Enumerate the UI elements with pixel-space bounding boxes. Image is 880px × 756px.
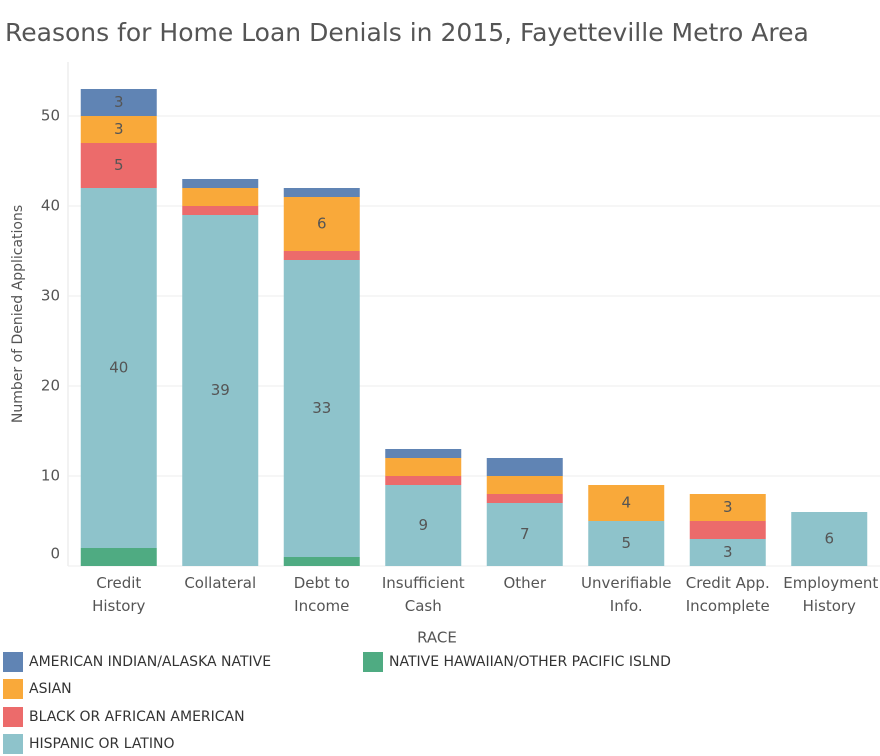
legend-swatch xyxy=(3,707,23,727)
bar-segment xyxy=(283,260,360,557)
data-label: 5 xyxy=(114,156,124,174)
bar-segment xyxy=(385,449,462,458)
data-label: 3 xyxy=(114,120,124,138)
bar-segment xyxy=(80,116,157,143)
legend-label: HISPANIC OR LATINO xyxy=(29,736,175,752)
bar-segment xyxy=(283,557,360,566)
y-tick-label: 0 xyxy=(50,545,60,563)
bar-segment xyxy=(80,143,157,188)
x-tick-label: Credit History xyxy=(92,574,146,615)
data-label: 40 xyxy=(109,359,128,377)
bar-segment xyxy=(689,494,766,521)
bar-segment xyxy=(689,539,766,566)
legend-title: RACE xyxy=(417,629,457,647)
data-label: 4 xyxy=(621,494,631,512)
x-tick-label: Employment History xyxy=(783,574,879,615)
bar-segment xyxy=(182,179,259,188)
bar-segment xyxy=(283,251,360,260)
legend-item: HISPANIC OR LATINO xyxy=(3,734,174,754)
y-tick-label: 50 xyxy=(41,107,60,125)
bar-segment xyxy=(80,188,157,548)
chart-title: Reasons for Home Loan Denials in 2015, F… xyxy=(5,18,809,47)
bar-segment xyxy=(588,485,665,521)
bar-segment xyxy=(385,476,462,485)
legend-label: AMERICAN INDIAN/ALASKA NATIVE xyxy=(29,654,272,670)
bar-segment xyxy=(80,89,157,116)
legend-label: NATIVE HAWAIIAN/OTHER PACIFIC ISLND xyxy=(389,654,671,670)
legend-swatch xyxy=(363,652,383,672)
x-tick-label: Other xyxy=(503,574,547,592)
legend-item: BLACK OR AFRICAN AMERICAN xyxy=(3,707,245,727)
data-label: 5 xyxy=(621,534,631,552)
bar-segment xyxy=(385,458,462,476)
y-axis-title: Number of Denied Applications xyxy=(10,205,26,423)
x-tick-label: Credit App. Incomplete xyxy=(685,574,770,615)
y-tick-label: 40 xyxy=(41,197,60,215)
data-label: 3 xyxy=(114,93,124,111)
legend-item: NATIVE HAWAIIAN/OTHER PACIFIC ISLND xyxy=(363,652,671,672)
data-label: 6 xyxy=(824,530,834,548)
bar-segment xyxy=(283,197,360,251)
data-label: 33 xyxy=(312,399,331,417)
bar-segment xyxy=(486,503,563,566)
bar-segment xyxy=(791,512,868,566)
bar-segment xyxy=(385,485,462,566)
legend-item: ASIAN xyxy=(3,679,72,699)
bar-segment xyxy=(588,521,665,566)
bar-segment xyxy=(689,521,766,539)
y-tick-label: 10 xyxy=(41,467,60,485)
data-label: 9 xyxy=(418,516,428,534)
x-tick-label: Debt to Income xyxy=(293,574,350,615)
bar-segment xyxy=(486,494,563,503)
data-label: 6 xyxy=(317,215,327,233)
bar-segment xyxy=(182,206,259,215)
x-tick-label: Collateral xyxy=(184,574,257,592)
legend-item: AMERICAN INDIAN/ALASKA NATIVE xyxy=(3,652,271,672)
data-label: 39 xyxy=(211,381,230,399)
x-tick-label: Insufficient Cash xyxy=(381,574,465,615)
bar-segment xyxy=(182,188,259,206)
legend-label: ASIAN xyxy=(29,681,72,697)
bar-segment xyxy=(283,188,360,197)
y-tick-label: 30 xyxy=(41,287,60,305)
bar-segment xyxy=(486,458,563,476)
legend-swatch xyxy=(3,652,23,672)
legend-label: BLACK OR AFRICAN AMERICAN xyxy=(29,709,245,725)
x-tick-label: Unverifiable Info. xyxy=(581,574,672,615)
y-tick-label: 20 xyxy=(41,377,60,395)
bar-segment xyxy=(182,215,259,566)
data-label: 3 xyxy=(723,543,733,561)
legend-swatch xyxy=(3,734,23,754)
bar-segment xyxy=(486,476,563,494)
data-label: 7 xyxy=(520,525,530,543)
legend-swatch xyxy=(3,679,23,699)
bar-segment xyxy=(80,548,157,566)
data-label: 3 xyxy=(723,498,733,516)
